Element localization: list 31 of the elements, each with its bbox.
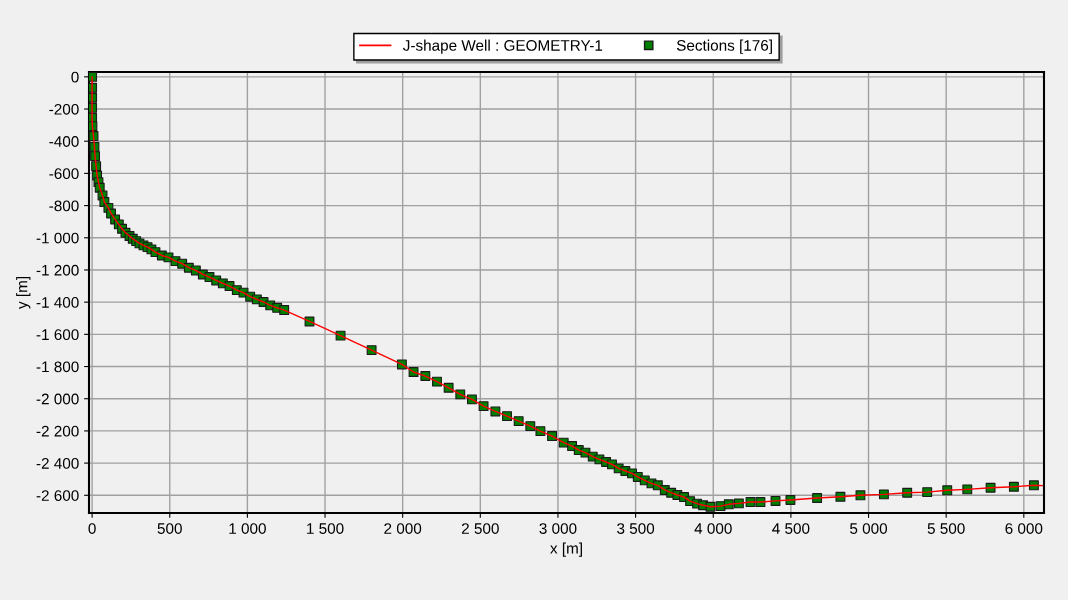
y-tick-label: -2 000 (36, 393, 79, 405)
x-tick-label: 1 000 (229, 523, 266, 534)
y-tick-label: -1 600 (36, 329, 79, 341)
y-axis-title: y [m] (16, 277, 31, 310)
x-tick-label: 4 500 (772, 523, 810, 534)
y-tick-label: -1 200 (36, 264, 79, 276)
y-tick-label: -1 400 (36, 297, 79, 308)
x-tick-label: 3 000 (539, 523, 577, 534)
x-tick-label: 6 000 (1005, 523, 1043, 534)
x-tick-label: 0 (88, 523, 96, 534)
legend-label: Sections [176] (676, 39, 772, 54)
x-tick-label: 2 500 (461, 523, 499, 534)
x-tick-label: 1 500 (307, 523, 344, 534)
y-tick-label: -2 400 (36, 457, 79, 469)
y-tick-label: -400 (49, 136, 79, 147)
y-tick-label: -800 (49, 200, 79, 212)
y-tick-label: -200 (49, 103, 79, 115)
y-tick-label: -1 800 (36, 361, 79, 373)
x-tick-label: 5 500 (927, 523, 965, 534)
x-axis-title: x [m] (550, 542, 582, 557)
y-tick-label: -1 000 (36, 232, 79, 244)
legend-label: J-shape Well : GEOMETRY-1 (403, 39, 603, 54)
y-tick-label: -2 200 (36, 425, 79, 437)
y-tick-label: -600 (49, 168, 79, 180)
y-tick-label: 0 (71, 71, 79, 83)
x-tick-label: 2 000 (384, 523, 422, 534)
x-tick-label: 500 (157, 523, 182, 534)
x-tick-label: 4 000 (694, 523, 732, 534)
y-tick-label: -2 600 (36, 490, 79, 501)
x-tick-label: 3 500 (617, 523, 655, 534)
x-tick-label: 5 000 (850, 523, 888, 534)
